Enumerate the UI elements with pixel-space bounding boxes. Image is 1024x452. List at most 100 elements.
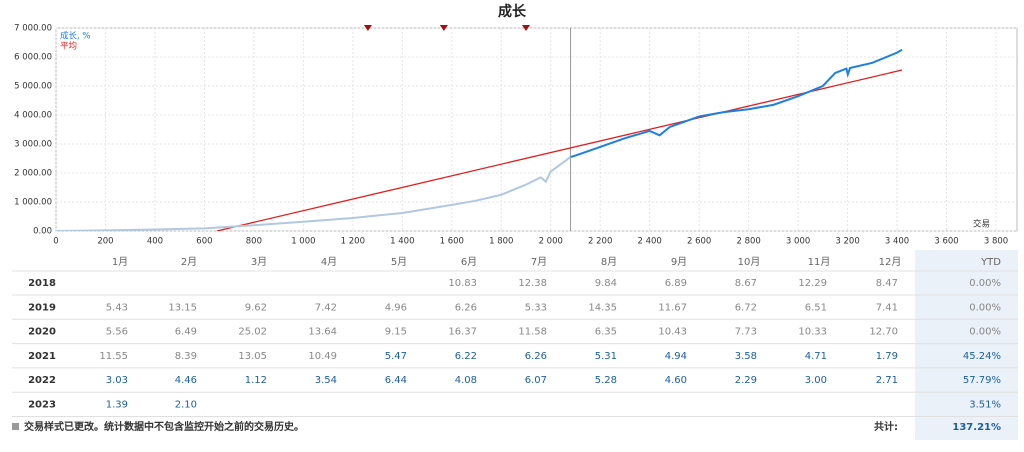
table-cell: 10.33	[798, 327, 827, 338]
x-tick-label: 400	[147, 237, 163, 247]
x-tick-label: 1 000	[291, 237, 315, 247]
x-tick-label: 3 800	[984, 237, 1008, 247]
x-tick-label: 800	[246, 237, 262, 247]
table-cell: 3.03	[106, 375, 128, 386]
column-header: 6月	[461, 256, 477, 268]
x-tick-label: 3 600	[934, 237, 958, 247]
y-tick-label: 0.00	[33, 227, 52, 237]
x-tick-label: 200	[97, 237, 113, 247]
x-tick-label: 1 600	[440, 237, 464, 247]
table-cell: 5.47	[385, 351, 407, 362]
footer-note: 交易样式已更改。统计数据中不包含监控开始之前的交易历史。	[24, 420, 304, 433]
x-tick-label: 600	[196, 237, 212, 247]
y-tick-label: 5 000.00	[14, 82, 52, 92]
table-cell: 12.38	[518, 278, 547, 289]
column-header: YTD	[980, 257, 1001, 268]
table-cell: 7.73	[735, 327, 757, 338]
table-cell: 12.29	[798, 278, 827, 289]
table-cell: 1.79	[876, 351, 898, 362]
table-cell: 1.39	[106, 400, 128, 411]
table-cell: 13.05	[238, 351, 267, 362]
table-cell: 6.44	[385, 375, 407, 386]
x-tick-label: 1 200	[341, 237, 365, 247]
table-cell: 2.29	[735, 375, 757, 386]
row-year: 2023	[28, 400, 56, 411]
table-cell: 6.35	[595, 327, 617, 338]
table-cell: 5.31	[595, 351, 617, 362]
note-icon	[12, 423, 19, 430]
x-tick-label: 2 600	[687, 237, 711, 247]
legend-entry: 成长, %	[60, 31, 90, 42]
table-cell: 5.28	[595, 375, 617, 386]
table-cell: 4.96	[385, 302, 407, 313]
column-header: 4月	[321, 256, 337, 268]
table-cell: 9.62	[245, 302, 267, 313]
table-cell: 14.35	[588, 302, 617, 313]
column-header: 1月	[112, 256, 128, 268]
table-cell: 12.70	[869, 327, 898, 338]
x-tick-label: 1 800	[489, 237, 513, 247]
row-year: 2019	[28, 302, 56, 313]
row-year: 2022	[28, 375, 56, 386]
column-header: 10月	[738, 256, 761, 268]
table-cell: 10.49	[308, 351, 337, 362]
y-tick-label: 1 000.00	[14, 198, 52, 208]
table-cell: 5.33	[525, 302, 547, 313]
table-cell: 4.60	[665, 375, 687, 386]
column-header: 2月	[181, 256, 197, 268]
legend-entry: 平均	[60, 41, 77, 52]
column-header: 11月	[808, 256, 831, 268]
table-cell: 6.51	[805, 302, 827, 313]
column-header: 9月	[671, 256, 687, 268]
table-cell: 45.24%	[963, 351, 1001, 362]
line-series	[56, 156, 572, 231]
table-cell: 2.10	[175, 400, 197, 411]
table-cell: 0.00%	[969, 302, 1001, 313]
table-cell: 13.15	[168, 302, 197, 313]
table-cell: 11.67	[658, 302, 687, 313]
table-cell: 6.07	[525, 375, 547, 386]
table-cell: 0.00%	[969, 327, 1001, 338]
table-cell: 6.26	[525, 351, 547, 362]
table-cell: 3.51%	[969, 400, 1001, 411]
table-cell: 6.22	[455, 351, 477, 362]
table-cell: 11.55	[99, 351, 128, 362]
x-tick-label: 2 000	[539, 237, 563, 247]
table-cell: 4.71	[805, 351, 827, 362]
event-marker	[522, 25, 530, 31]
column-header: 8月	[601, 256, 617, 268]
event-marker	[363, 25, 372, 31]
table-cell: 13.64	[308, 327, 337, 338]
row-year: 2018	[28, 278, 56, 289]
table-cell: 8.47	[876, 278, 898, 289]
plot-frame	[55, 27, 1018, 232]
x-tick-label: 3 400	[885, 237, 909, 247]
table-cell: 5.43	[106, 302, 128, 313]
table-cell: 57.79%	[963, 375, 1001, 386]
column-header: 3月	[251, 256, 267, 268]
table-cell: 9.15	[385, 327, 407, 338]
y-tick-label: 7 000.00	[14, 24, 52, 34]
table-cell: 6.89	[665, 278, 687, 289]
event-marker	[439, 25, 448, 31]
table-cell: 1.12	[245, 375, 267, 386]
column-header: 5月	[391, 256, 407, 268]
row-year: 2020	[28, 327, 56, 338]
table-cell: 16.37	[448, 327, 477, 338]
y-tick-label: 2 000.00	[14, 169, 52, 179]
y-tick-label: 6 000.00	[14, 53, 52, 63]
table-cell: 11.58	[518, 327, 547, 338]
ytd-bg	[915, 250, 1018, 440]
table-cell: 6.26	[455, 302, 477, 313]
total-value: 137.21%	[952, 422, 1001, 433]
table-cell: 3.54	[315, 375, 337, 386]
x-tick-label: 1 400	[390, 237, 414, 247]
line-series	[216, 69, 903, 231]
table-cell: 25.02	[238, 327, 267, 338]
table-cell: 8.39	[175, 351, 197, 362]
table-cell: 0.00%	[969, 278, 1001, 289]
table-cell: 3.58	[735, 351, 757, 362]
x-tick-label: 2 800	[736, 237, 760, 247]
table-cell: 2.71	[876, 375, 898, 386]
